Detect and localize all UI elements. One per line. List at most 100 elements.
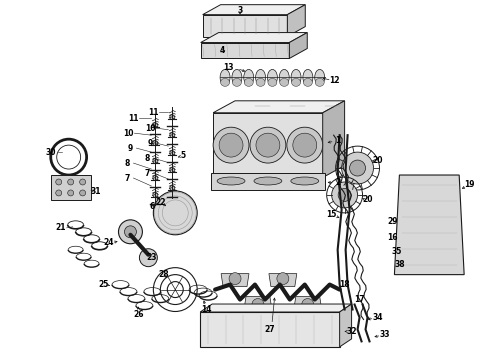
Text: 13: 13 (223, 63, 233, 72)
Ellipse shape (220, 78, 229, 86)
Text: 24: 24 (103, 238, 114, 247)
Text: 11: 11 (128, 114, 139, 123)
Ellipse shape (256, 69, 266, 85)
Polygon shape (203, 5, 305, 15)
Text: 1: 1 (335, 136, 340, 145)
Ellipse shape (315, 69, 325, 85)
Text: 7: 7 (145, 168, 150, 177)
Ellipse shape (256, 78, 265, 86)
Text: 33: 33 (379, 330, 390, 339)
Ellipse shape (220, 69, 230, 85)
Circle shape (56, 179, 62, 185)
Polygon shape (340, 304, 352, 347)
Circle shape (229, 273, 241, 285)
Polygon shape (213, 113, 323, 177)
Circle shape (80, 179, 86, 185)
Polygon shape (200, 312, 340, 347)
Text: 9: 9 (128, 144, 133, 153)
Circle shape (140, 249, 157, 267)
Circle shape (56, 190, 62, 196)
Ellipse shape (217, 177, 245, 185)
Text: 22: 22 (155, 198, 166, 207)
Text: 20: 20 (362, 195, 373, 204)
Ellipse shape (315, 78, 324, 86)
Ellipse shape (303, 69, 313, 85)
Text: 8: 8 (125, 158, 130, 167)
Text: 14: 14 (201, 305, 211, 314)
Polygon shape (289, 32, 307, 58)
Ellipse shape (232, 78, 242, 86)
Text: 23: 23 (146, 253, 157, 262)
Circle shape (170, 115, 175, 120)
Text: 35: 35 (391, 247, 402, 256)
Circle shape (80, 190, 86, 196)
Polygon shape (200, 304, 352, 312)
Circle shape (338, 189, 351, 201)
Circle shape (170, 133, 175, 138)
Circle shape (68, 179, 74, 185)
Polygon shape (323, 101, 344, 177)
Polygon shape (294, 297, 322, 310)
Circle shape (124, 226, 136, 238)
Polygon shape (51, 175, 91, 200)
Text: 27: 27 (265, 325, 275, 334)
Circle shape (256, 133, 280, 157)
Text: 28: 28 (158, 270, 169, 279)
Circle shape (302, 298, 314, 310)
Text: 4: 4 (220, 46, 225, 55)
Circle shape (219, 133, 243, 157)
Text: 2: 2 (335, 179, 340, 188)
Circle shape (68, 190, 74, 196)
Text: 30: 30 (46, 148, 56, 157)
Circle shape (252, 298, 264, 310)
Circle shape (332, 182, 358, 208)
Circle shape (153, 123, 158, 128)
Circle shape (213, 127, 249, 163)
Polygon shape (201, 42, 289, 58)
Ellipse shape (279, 69, 289, 85)
Circle shape (342, 152, 373, 184)
Text: 10: 10 (123, 129, 134, 138)
Circle shape (287, 127, 323, 163)
Ellipse shape (244, 69, 254, 85)
Polygon shape (213, 101, 344, 113)
Ellipse shape (232, 69, 242, 85)
Text: 8: 8 (145, 154, 150, 163)
Text: 3: 3 (237, 6, 243, 15)
Circle shape (153, 176, 158, 180)
Text: 6: 6 (150, 202, 155, 211)
Circle shape (170, 150, 175, 156)
Text: 11: 11 (148, 108, 159, 117)
Text: 5: 5 (181, 150, 186, 159)
Text: 9: 9 (148, 139, 153, 148)
Circle shape (277, 273, 289, 285)
Polygon shape (211, 173, 325, 190)
Ellipse shape (280, 78, 289, 86)
Ellipse shape (291, 177, 318, 185)
Text: 34: 34 (372, 313, 383, 322)
Ellipse shape (303, 78, 312, 86)
Circle shape (293, 133, 317, 157)
Ellipse shape (244, 78, 253, 86)
Polygon shape (394, 175, 464, 275)
Circle shape (170, 167, 175, 172)
Text: 15: 15 (326, 210, 337, 219)
Ellipse shape (254, 177, 282, 185)
Circle shape (250, 127, 286, 163)
Text: 17: 17 (354, 295, 365, 304)
Text: 32: 32 (346, 327, 357, 336)
Text: 18: 18 (339, 280, 350, 289)
Circle shape (153, 141, 158, 146)
Circle shape (119, 220, 143, 244)
Ellipse shape (291, 69, 301, 85)
Text: 29: 29 (387, 217, 398, 226)
Circle shape (349, 160, 366, 176)
Text: 31: 31 (90, 188, 101, 197)
Polygon shape (221, 274, 249, 287)
Polygon shape (201, 32, 307, 42)
Polygon shape (203, 15, 287, 37)
Ellipse shape (268, 78, 277, 86)
Text: 12: 12 (329, 76, 340, 85)
Ellipse shape (292, 78, 300, 86)
Circle shape (153, 159, 158, 163)
